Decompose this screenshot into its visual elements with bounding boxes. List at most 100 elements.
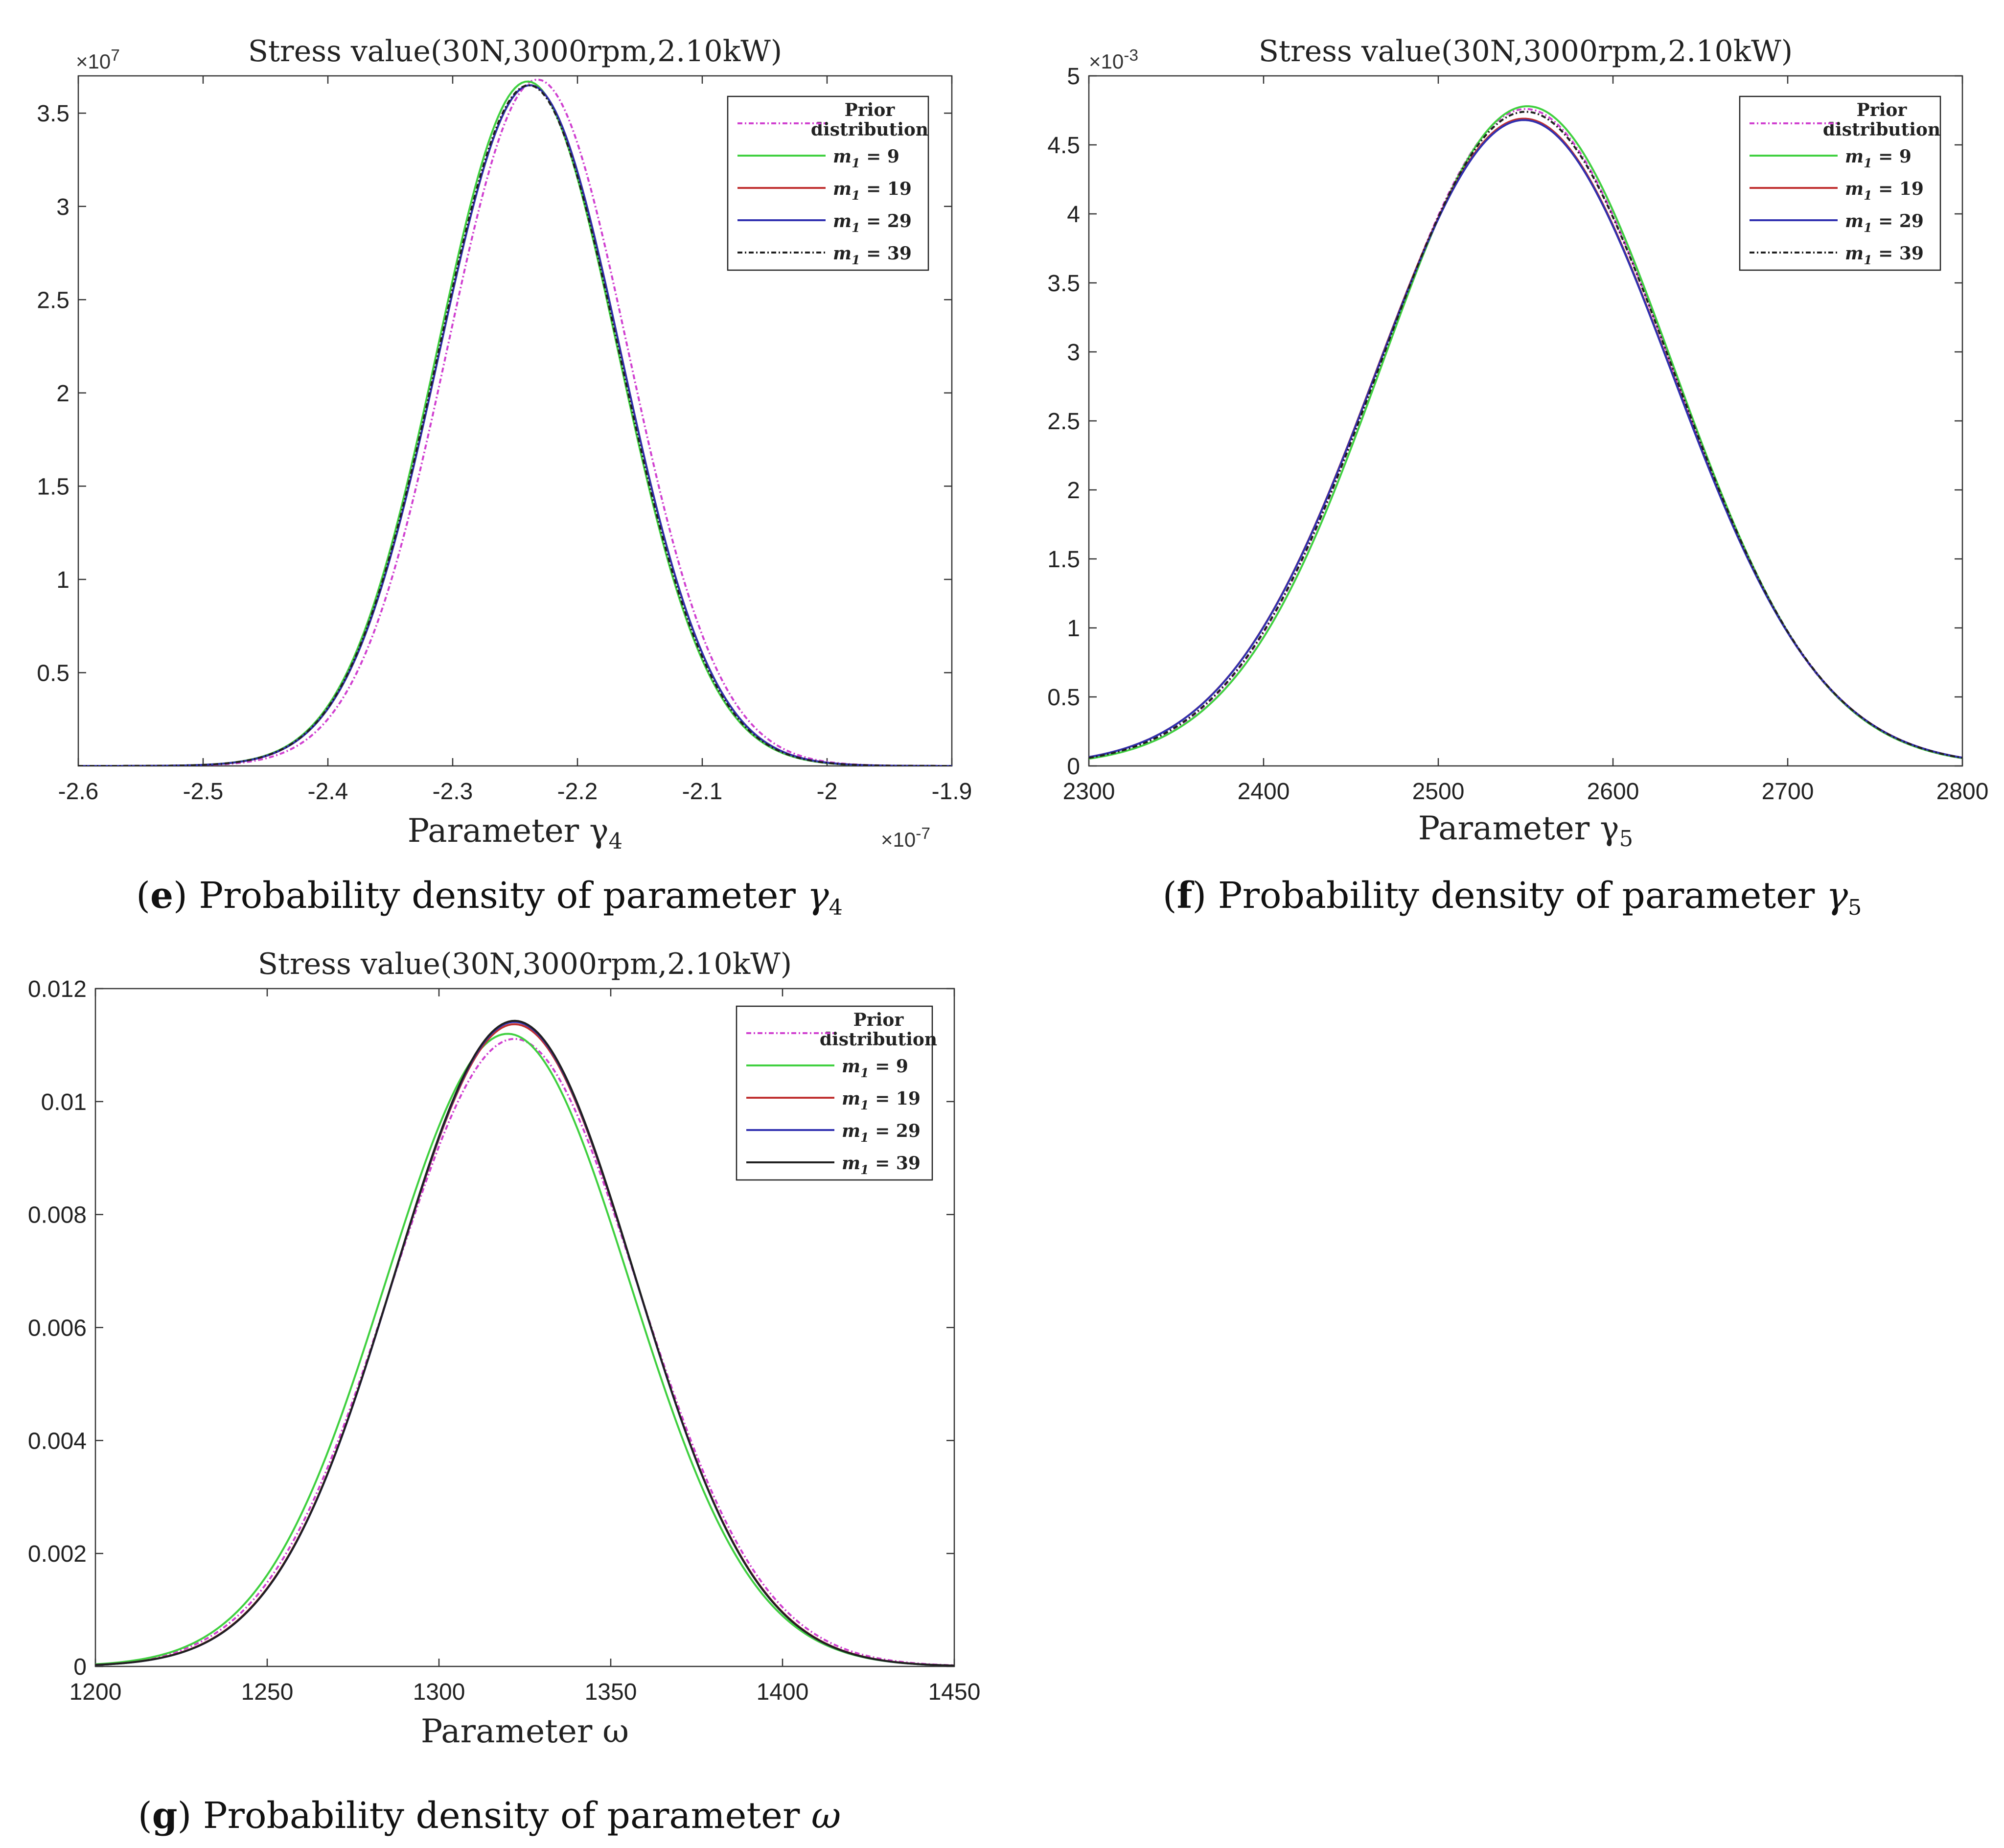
- caption-open-paren: (: [136, 875, 150, 917]
- legend-label-subscript: 1: [860, 1098, 869, 1112]
- legend-label-value: = 9: [860, 146, 899, 167]
- series-group: [78, 78, 952, 766]
- caption-symbol-subscript: 4: [829, 895, 843, 920]
- legend-label-value: = 39: [1872, 243, 1924, 264]
- y-tick-label: 0.002: [28, 1541, 87, 1567]
- legend-label-value: = 39: [869, 1153, 921, 1174]
- y-tick-label: 3: [56, 194, 69, 220]
- legend-label-subscript: 1: [1864, 220, 1872, 235]
- legend-label-m: m: [1845, 146, 1864, 167]
- y-axis-multiplier: ×107: [76, 46, 120, 73]
- legend-box: [727, 95, 929, 271]
- y-tick-label: 0.5: [37, 660, 69, 686]
- series-group: [95, 1019, 954, 1666]
- x-tick-label: 1350: [585, 1679, 637, 1705]
- legend-label-subscript: 1: [852, 220, 860, 235]
- legend-label: m1 = 29: [1845, 211, 1924, 235]
- series-line: [78, 78, 952, 766]
- x-tick-label: -2.4: [308, 779, 348, 805]
- x-tick-label: -2.6: [58, 779, 99, 805]
- panel-caption: (g) Probability density of parameter ω: [138, 1795, 841, 1837]
- x-axis-label: Parameter γ5: [1418, 809, 1633, 852]
- legend-label-value: = 19: [1872, 179, 1924, 199]
- y-tick-label: 2: [56, 381, 69, 407]
- legend-label-m: m: [1845, 211, 1864, 231]
- series-line: [1089, 111, 1962, 759]
- legend-box: [736, 1005, 933, 1181]
- legend-label: m1 = 9: [833, 146, 899, 170]
- x-axis-multiplier-base: ×10: [881, 828, 916, 851]
- legend-label-m: m: [842, 1153, 860, 1174]
- legend-label: m1 = 39: [833, 243, 912, 267]
- series-line: [78, 84, 952, 766]
- legend-label: m1 = 9: [1845, 146, 1912, 170]
- x-tick-label: 2300: [1063, 779, 1115, 805]
- legend-label-line1: Prior: [853, 1010, 904, 1030]
- legend-label-value: = 29: [869, 1121, 921, 1141]
- x-axis-label: Parameter γ4: [408, 812, 622, 854]
- series-group: [1089, 105, 1962, 760]
- x-axis-label-subscript: 5: [1619, 826, 1634, 852]
- y-tick-label: 0.01: [41, 1089, 87, 1115]
- y-tick-label: 1.5: [37, 474, 69, 500]
- panel-caption: (e) Probability density of parameter γ4: [136, 875, 843, 920]
- y-tick-label: 4.5: [1047, 133, 1080, 159]
- legend-label-subscript: 1: [1864, 253, 1872, 267]
- legend-label-m: m: [1845, 179, 1864, 199]
- legend-label-line2: distribution: [811, 119, 928, 140]
- y-tick-label: 4: [1067, 202, 1080, 228]
- legend-label-value: = 39: [860, 243, 912, 264]
- legend-box: [1739, 95, 1941, 271]
- legend-label-value: = 9: [869, 1056, 908, 1077]
- series-line: [95, 1033, 954, 1666]
- plot-frame: [77, 75, 953, 767]
- y-axis-multiplier: ×10-3: [1089, 46, 1138, 73]
- x-axis-label-main: Parameter γ: [1418, 809, 1619, 847]
- legend-label-subscript: 1: [860, 1065, 869, 1080]
- legend-label-line1: Prior: [845, 100, 896, 120]
- x-tick-label: 1400: [757, 1679, 809, 1705]
- x-tick-label: 1250: [241, 1679, 294, 1705]
- caption-letter: e: [150, 875, 173, 917]
- panel-f: 2300 2400 2500 2600 2700 2800 0 0.5 1 1.5 2 2.5 3 3.5…: [1047, 34, 1988, 920]
- legend-label-value: = 19: [869, 1088, 921, 1109]
- x-tick-label: -2: [817, 779, 838, 805]
- y-axis-multiplier-exponent: 7: [111, 46, 120, 65]
- caption-symbol: γ: [807, 875, 829, 917]
- legend-label-subscript: 1: [1864, 156, 1872, 170]
- y-tick-label: 1: [1067, 616, 1080, 642]
- legend-label-value: = 9: [1872, 146, 1912, 167]
- chart-title: Stress value(30N,3000rpm,2.10kW): [248, 34, 782, 69]
- legend-label-m: m: [833, 243, 852, 264]
- x-axis-label: Parameter ω: [421, 1712, 629, 1750]
- y-tick-label: 2.5: [37, 287, 69, 313]
- legend-label: m1 = 29: [833, 211, 912, 235]
- y-axis-multiplier-base: ×10: [76, 50, 111, 73]
- x-tick-label: 1450: [928, 1679, 981, 1705]
- caption-text: ) Probability density of parameter: [173, 875, 807, 917]
- x-tick-label: 2600: [1587, 779, 1639, 805]
- legend-label-m: m: [842, 1056, 860, 1077]
- legend-label: m1 = 39: [1845, 243, 1924, 267]
- legend-label-subscript: 1: [852, 253, 860, 267]
- y-tick-label: 3.5: [1047, 271, 1080, 297]
- panel-g: 1200 1250 1300 1350 1400 1450 0 0.002 0.004 0.006…: [28, 947, 981, 1837]
- legend-label-value: = 19: [860, 179, 912, 199]
- legend-label: m1 = 19: [833, 179, 912, 203]
- legend-label: m1 = 19: [1845, 179, 1924, 203]
- x-axis-label-subscript: 4: [609, 828, 623, 854]
- y-tick-label: 5: [1067, 64, 1080, 90]
- x-tick-label: -1.9: [932, 779, 972, 805]
- legend-label-m: m: [1845, 243, 1864, 264]
- legend-label: m1 = 19: [842, 1088, 921, 1112]
- legend-label-value: = 29: [860, 211, 912, 231]
- legend-label-subscript: 1: [860, 1162, 869, 1177]
- y-tick-label: 2: [1067, 478, 1080, 504]
- y-axis-multiplier-base: ×10: [1089, 50, 1124, 73]
- y-axis-multiplier-exponent: -3: [1124, 46, 1138, 65]
- y-tick-label: 1: [56, 567, 69, 593]
- y-tick-label: 3.5: [37, 101, 69, 127]
